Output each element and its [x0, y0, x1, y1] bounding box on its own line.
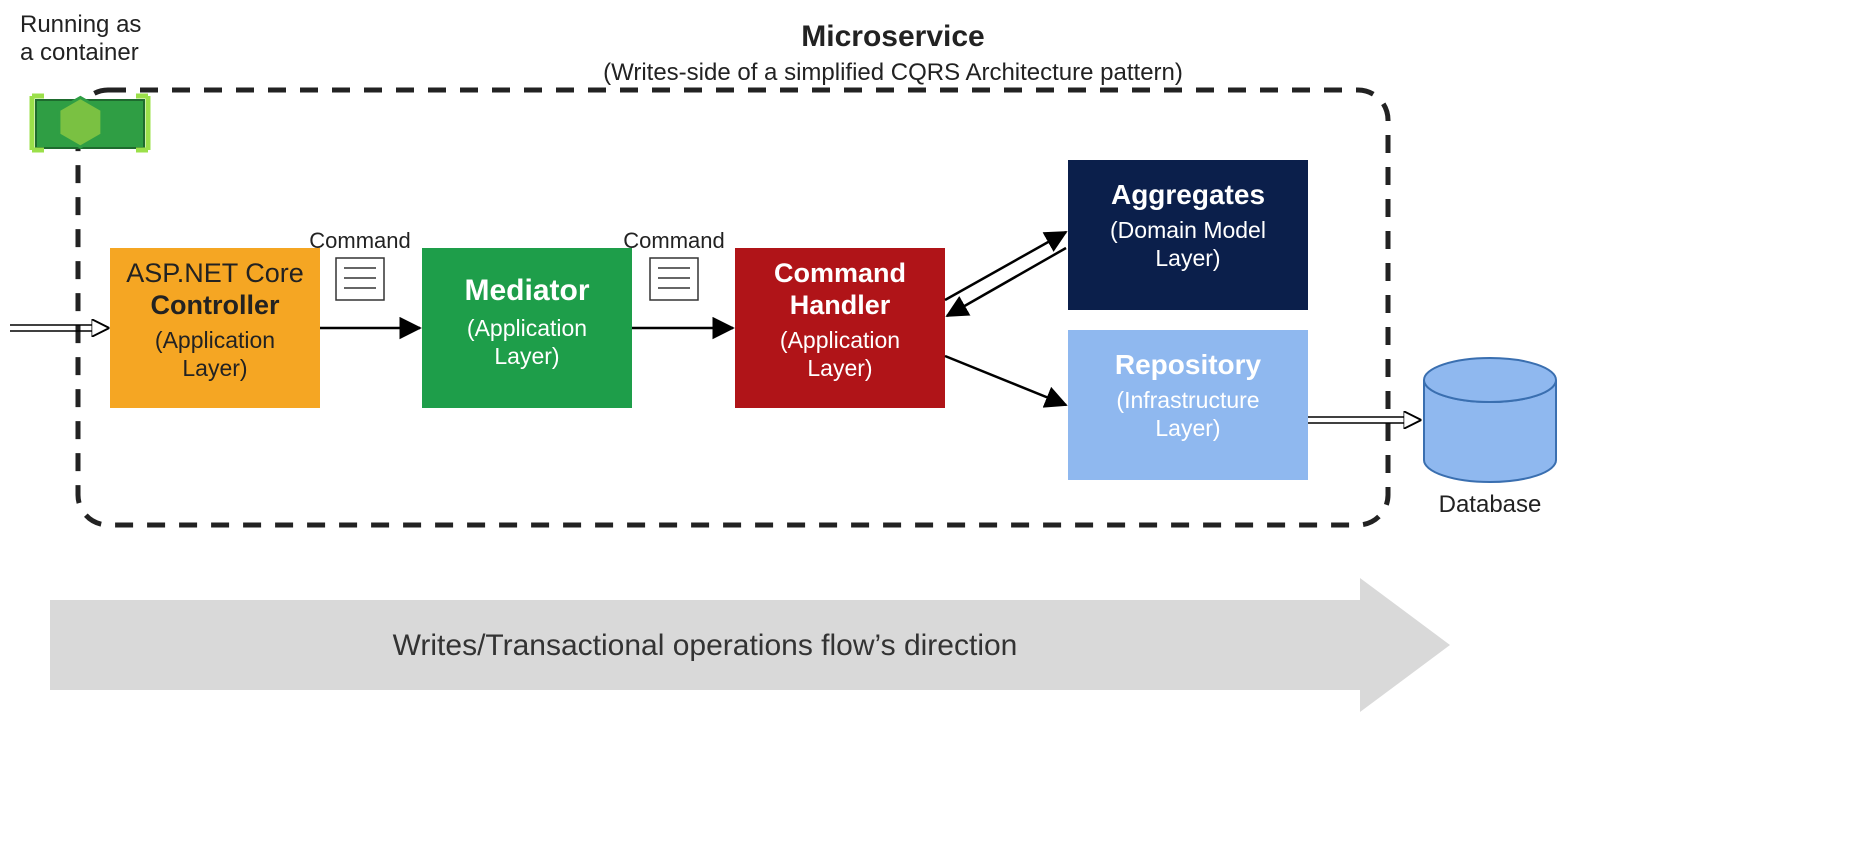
aggregates-title: Aggregates	[1111, 179, 1265, 210]
aggregates-sub2: Layer)	[1155, 245, 1220, 271]
repository-title: Repository	[1115, 349, 1262, 380]
arrow-in_to_controller	[10, 325, 108, 331]
command-icon-c2: Command	[623, 228, 724, 300]
arrow-handler_to_aggregates_f	[945, 232, 1066, 300]
mediator-title: Mediator	[464, 274, 589, 307]
handler-sub1: (Application	[780, 327, 900, 353]
node-handler: CommandHandler (ApplicationLayer)	[735, 248, 945, 408]
database-label: Database	[1439, 491, 1542, 518]
controller-line1: ASP.NET Core	[126, 258, 304, 288]
arrow-repository_to_db	[1308, 417, 1420, 423]
diagram-title: Microservice	[801, 20, 984, 53]
diagram-subtitle: (Writes-side of a simplified CQRS Archit…	[603, 59, 1183, 86]
command-icon-c1: Command	[309, 228, 410, 300]
command-label-c1: Command	[309, 228, 410, 253]
aggregates-sub1: (Domain Model	[1110, 217, 1266, 243]
container-label-line1: Running as	[20, 11, 141, 38]
mediator-sub2: Layer)	[494, 343, 559, 369]
mediator-sub1: (Application	[467, 315, 587, 341]
node-aggregates: Aggregates (Domain ModelLayer)	[1068, 160, 1308, 310]
repository-sub2: Layer)	[1155, 415, 1220, 441]
arrow-handler_to_repository	[945, 356, 1066, 405]
arrow-aggregates_to_handler_b	[947, 248, 1066, 316]
handler-line1: Command	[774, 258, 906, 288]
node-mediator: Mediator (ApplicationLayer)	[422, 248, 632, 408]
handler-line2: Handler	[790, 290, 891, 320]
node-repository: Repository (InfrastructureLayer)	[1068, 330, 1308, 480]
controller-line2: Controller	[150, 290, 279, 320]
container-label-line2: a container	[20, 39, 139, 66]
command-label-c2: Command	[623, 228, 724, 253]
node-controller: ASP.NET CoreController (ApplicationLayer)	[110, 248, 320, 408]
database-icon: Database	[1424, 358, 1556, 518]
handler-sub2: Layer)	[807, 355, 872, 381]
controller-sub2: Layer)	[182, 355, 247, 381]
flow-direction-label: Writes/Transactional operations flow’s d…	[393, 629, 1018, 662]
container-icon	[32, 96, 148, 150]
repository-sub1: (Infrastructure	[1116, 387, 1259, 413]
controller-sub1: (Application	[155, 327, 275, 353]
